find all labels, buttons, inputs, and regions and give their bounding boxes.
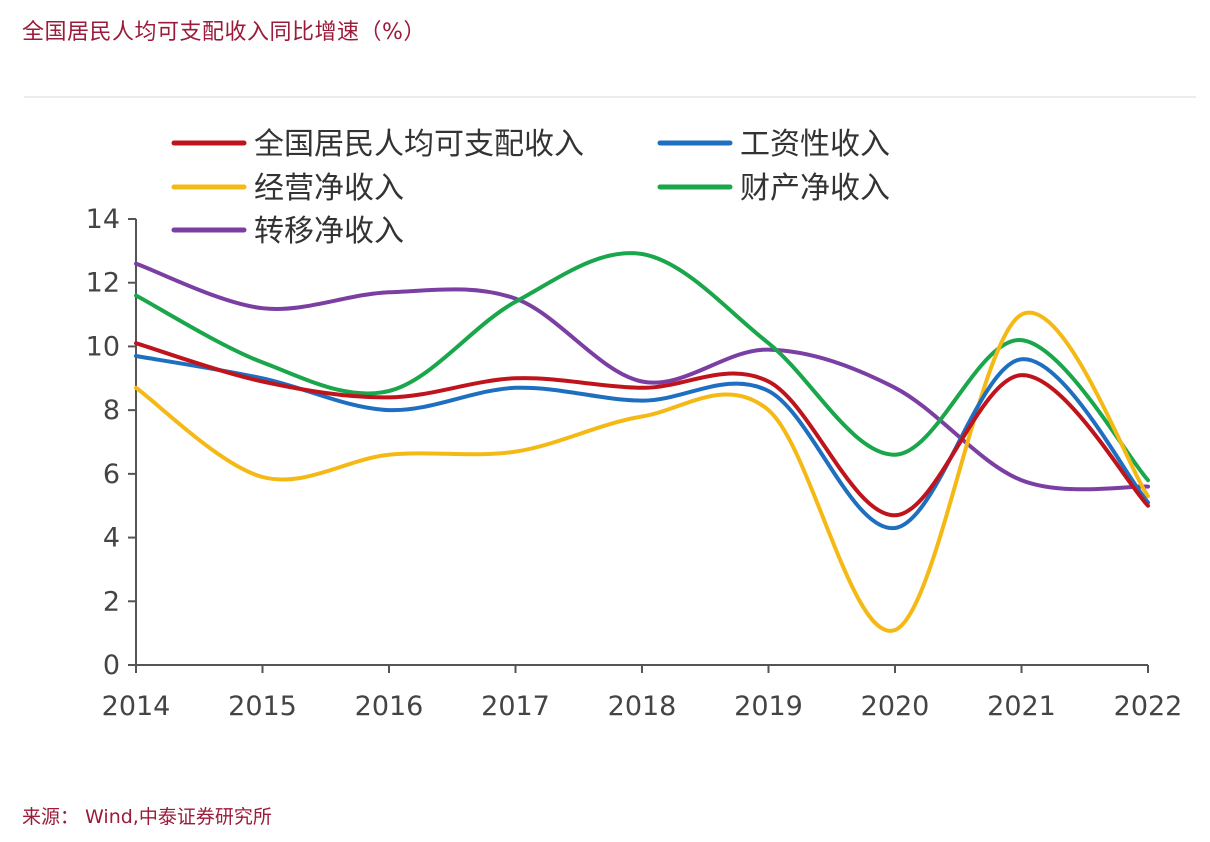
x-tick-label: 2019 (734, 691, 803, 722)
legend-label: 财产净收入 (740, 171, 890, 206)
x-tick-label: 2014 (102, 691, 171, 722)
legend-label: 经营净收入 (254, 171, 404, 206)
x-tick-label: 2021 (987, 691, 1056, 722)
x-tick-label: 2018 (608, 691, 677, 722)
figure-title: 全国居民人均可支配收入同比增速（%） (22, 20, 426, 45)
x-tick-label: 2022 (1114, 691, 1183, 722)
axes: 0 2 4 6 8 10 12 14 2014 2015 2016 2017 2018 2019 2020 2… (86, 204, 1183, 722)
series-layer (134, 251, 1150, 633)
chart-container: 0 2 4 6 8 10 12 14 2014 2015 2016 2017 2018 2019 2020 2… (24, 96, 1196, 738)
y-tick-label: 4 (103, 523, 120, 554)
source-note: 来源： Wind,中泰证券研究所 (22, 806, 272, 828)
legend-label: 工资性收入 (740, 127, 890, 162)
y-tick-label: 6 (103, 459, 120, 490)
y-tick-label: 0 (103, 650, 120, 681)
series-line-5 (134, 261, 1150, 492)
y-tick-label: 12 (86, 268, 120, 299)
legend-label: 全国居民人均可支配收入 (254, 127, 584, 162)
x-tick-label: 2017 (481, 691, 550, 722)
x-tick-label: 2015 (228, 691, 297, 722)
legend-label: 转移净收入 (254, 214, 404, 249)
y-tick-label: 2 (103, 586, 120, 617)
series-line-4 (134, 251, 1150, 483)
series-line-2 (134, 354, 1150, 531)
line-chart: 0 2 4 6 8 10 12 14 2014 2015 2016 2017 2018 2019 2020 2… (86, 127, 1183, 722)
series-line-1 (134, 341, 1150, 518)
y-tick-label: 8 (103, 395, 120, 426)
series-line-3 (134, 310, 1150, 633)
x-tick-label: 2020 (861, 691, 930, 722)
x-tick-label: 2016 (355, 691, 424, 722)
y-tick-label: 14 (86, 204, 120, 235)
y-tick-label: 10 (86, 331, 120, 362)
